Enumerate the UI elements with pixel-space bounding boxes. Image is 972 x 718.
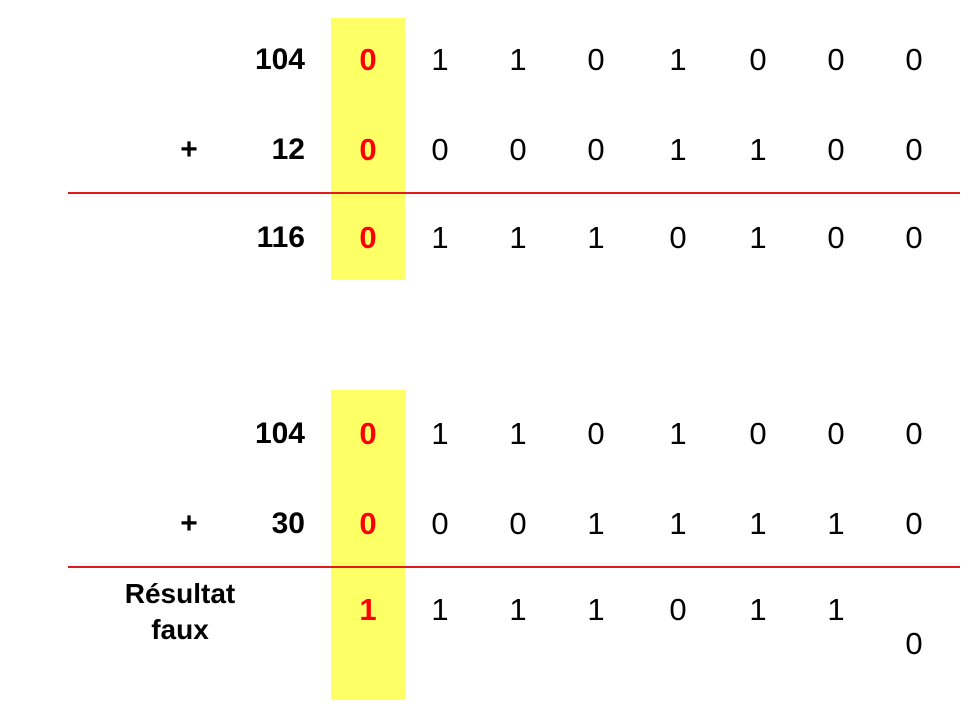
bit: 0 xyxy=(905,220,923,255)
sign-bit: 0 xyxy=(359,220,377,255)
bit: 0 xyxy=(905,626,923,661)
bit: 1 xyxy=(669,506,687,541)
bit: 1 xyxy=(749,506,767,541)
sign-bit: 0 xyxy=(359,132,377,167)
bit: 1 xyxy=(669,42,687,77)
bit: 0 xyxy=(669,592,687,627)
bit: 0 xyxy=(587,132,605,167)
wrong-result-label-line-2: faux xyxy=(151,614,209,645)
bit: 1 xyxy=(749,132,767,167)
sign-bit: 1 xyxy=(359,592,377,627)
bit: 0 xyxy=(827,220,845,255)
bit: 0 xyxy=(509,132,527,167)
bit: 0 xyxy=(905,506,923,541)
bit: 0 xyxy=(749,42,767,77)
bit: 0 xyxy=(587,416,605,451)
bit: 1 xyxy=(509,42,527,77)
bit: 1 xyxy=(431,592,449,627)
bit: 0 xyxy=(827,42,845,77)
bit: 1 xyxy=(749,220,767,255)
sum-rule xyxy=(68,192,960,194)
bit: 0 xyxy=(587,42,605,77)
plus-sign: + xyxy=(180,133,198,166)
sign-bit: 0 xyxy=(359,42,377,77)
addition-table-1: 104 0 1 1 0 1 0 0 0 + 12 0 0 0 0 1 1 0 0… xyxy=(0,0,972,300)
operand-row-1: 104 0 1 1 0 1 0 0 0 xyxy=(0,20,972,100)
bit: 1 xyxy=(431,42,449,77)
bit: 0 xyxy=(905,132,923,167)
wrong-result-label: Résultat faux xyxy=(90,576,270,648)
addition-table-2: 104 0 1 1 0 1 0 0 0 + 30 0 0 0 1 1 1 1 0… xyxy=(0,390,972,718)
bit: 0 xyxy=(905,416,923,451)
sign-bit: 0 xyxy=(359,416,377,451)
bit: 1 xyxy=(827,506,845,541)
sign-bit-column-highlight xyxy=(331,18,405,280)
bit: 1 xyxy=(431,416,449,451)
sign-bit: 0 xyxy=(359,506,377,541)
bit: 1 xyxy=(669,416,687,451)
bit: 1 xyxy=(827,592,845,627)
operand-row-1: 104 0 1 1 0 1 0 0 0 xyxy=(0,394,972,474)
sign-bit-column-highlight xyxy=(331,390,405,700)
bit: 1 xyxy=(587,220,605,255)
bit: 0 xyxy=(827,132,845,167)
bit: 0 xyxy=(749,416,767,451)
result-row: Résultat faux 1 1 1 1 0 1 1 0 xyxy=(0,570,972,680)
bit: 0 xyxy=(509,506,527,541)
plus-sign: + xyxy=(180,507,198,540)
wrong-result-label-line-1: Résultat xyxy=(124,578,236,609)
operand-row-2: + 30 0 0 0 1 1 1 1 0 xyxy=(0,484,972,564)
bit: 1 xyxy=(509,416,527,451)
bit: 0 xyxy=(431,132,449,167)
bit: 1 xyxy=(509,592,527,627)
bit: 1 xyxy=(587,592,605,627)
bit: 1 xyxy=(669,132,687,167)
bit: 1 xyxy=(509,220,527,255)
sum-rule xyxy=(68,566,960,568)
bit: 1 xyxy=(587,506,605,541)
bit: 1 xyxy=(431,220,449,255)
operand-row-2: + 12 0 0 0 0 1 1 0 0 xyxy=(0,110,972,190)
result-decimal: 116 xyxy=(256,221,305,254)
operand-decimal: 12 xyxy=(271,133,305,166)
operand-decimal: 30 xyxy=(271,507,305,540)
bit: 0 xyxy=(669,220,687,255)
bit: 0 xyxy=(827,416,845,451)
bit: 0 xyxy=(431,506,449,541)
operand-decimal: 104 xyxy=(254,43,305,76)
operand-decimal: 104 xyxy=(254,417,305,450)
result-row: 116 0 1 1 1 0 1 0 0 xyxy=(0,198,972,278)
bit: 1 xyxy=(749,592,767,627)
bit: 0 xyxy=(905,42,923,77)
